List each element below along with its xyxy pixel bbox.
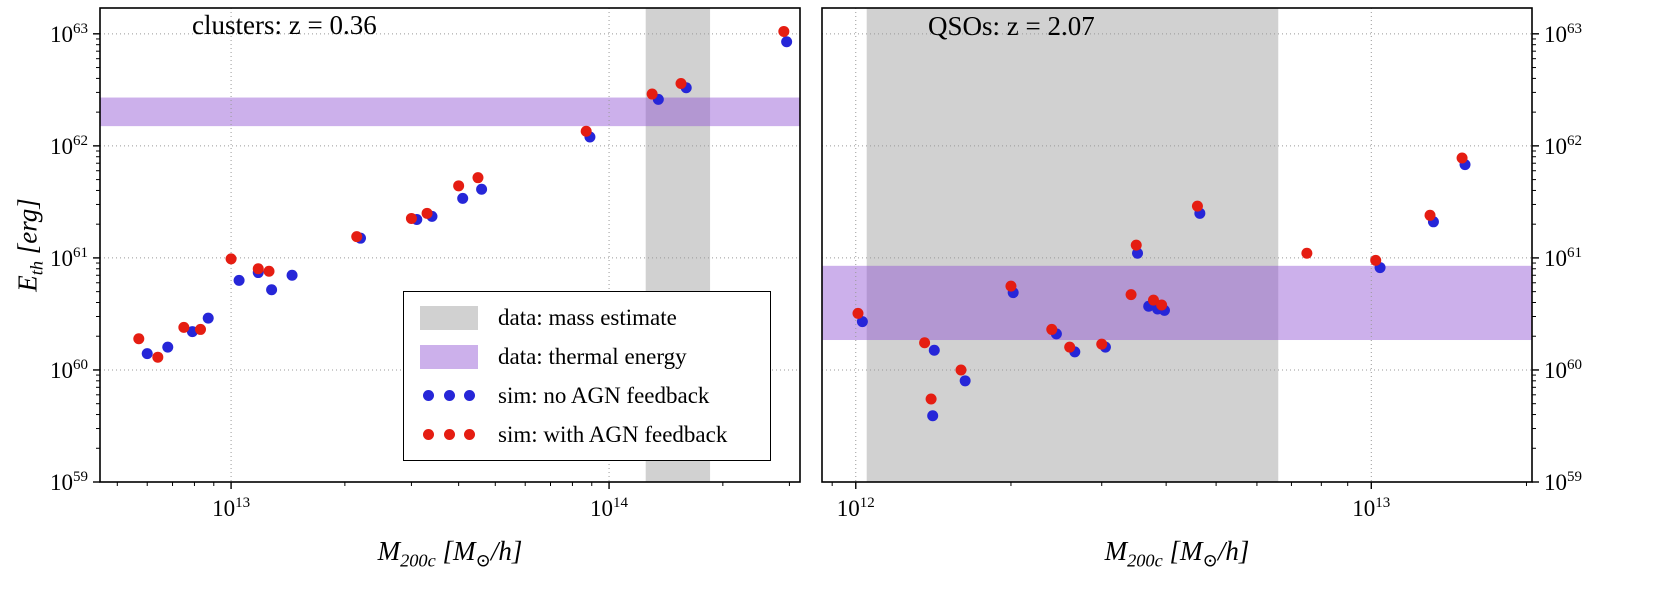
band-mass-estimate	[866, 8, 1279, 482]
scatter-point-blue	[959, 375, 971, 387]
y-tick-label: 1063	[50, 21, 88, 47]
scatter-point-red	[453, 180, 465, 192]
dot-icon	[423, 390, 434, 401]
y-tick-label: 1060	[50, 357, 88, 383]
scatter-point-red	[1064, 341, 1076, 353]
panel-title-clusters: clusters: z = 0.36	[192, 10, 377, 40]
scatter-point-red	[263, 265, 275, 277]
y-axis-label: Eth [erg]	[12, 198, 47, 292]
scatter-point-red	[1456, 152, 1468, 164]
scatter-point-blue	[162, 341, 174, 353]
y-tick-label: 1062	[50, 133, 88, 159]
panel-title-qsos: QSOs: z = 2.07	[928, 11, 1095, 41]
scatter-point-blue	[781, 36, 793, 48]
scatter-point-red	[852, 307, 864, 319]
panel-qsos: 1059 1060 1061 1062 1063 1012 1013	[821, 7, 1582, 521]
scatter-point-red	[1191, 200, 1203, 212]
scatter-point-red	[472, 172, 484, 184]
legend-item-mass-estimate: data: mass estimate	[420, 303, 754, 332]
scatter-point-blue	[927, 410, 939, 422]
scatter-point-red	[178, 321, 190, 333]
scatter-point-red	[778, 25, 790, 37]
y-tick-label: 1059	[50, 469, 88, 495]
scatter-point-red	[1125, 289, 1137, 301]
scatter-point-red	[675, 78, 687, 90]
x-tick-label: 1013	[1352, 495, 1390, 521]
legend-item-no-agn: sim: no AGN feedback	[420, 381, 754, 410]
scatter-point-red	[405, 212, 417, 224]
legend-label-thermal-energy: data: thermal energy	[498, 343, 687, 369]
x-axis-label-qsos: M200c [M⊙/h]	[1104, 536, 1250, 571]
y-tick-label: 1061	[50, 245, 88, 271]
scatter-point-blue	[457, 192, 469, 204]
scatter-point-red	[225, 253, 237, 265]
scatter-point-blue	[233, 274, 245, 286]
scatter-point-red	[646, 88, 658, 100]
scatter-point-red	[919, 337, 931, 349]
scatter-point-red	[152, 351, 164, 363]
y-tick-label: 1063	[1544, 21, 1582, 47]
scatter-point-red	[1005, 280, 1017, 292]
scatter-point-blue	[202, 312, 214, 324]
legend-item-with-agn: sim: with AGN feedback	[420, 420, 754, 449]
band-thermal-energy	[822, 265, 1532, 341]
red-dots-marker-icon	[420, 429, 478, 440]
dot-icon	[464, 390, 475, 401]
scatter-point-red	[580, 125, 592, 137]
scatter-point-blue	[141, 348, 153, 360]
scatter-point-red	[1046, 323, 1058, 335]
scatter-point-red	[1096, 338, 1108, 350]
scatter-point-red	[351, 231, 363, 243]
scatter-point-red	[1147, 294, 1159, 306]
legend: data: mass estimate data: thermal energy…	[403, 291, 771, 461]
scatter-point-red	[421, 207, 433, 219]
y-tick-label: 1060	[1544, 357, 1582, 383]
purple-band-swatch-icon	[420, 344, 478, 369]
legend-label-mass-estimate: data: mass estimate	[498, 304, 677, 330]
scatter-point-red	[194, 323, 206, 335]
scatter-point-blue	[856, 316, 868, 328]
y-tick-label: 1062	[1544, 133, 1582, 159]
scatter-point-blue	[286, 269, 298, 281]
dot-icon	[443, 429, 455, 440]
y-tick-label: 1061	[1544, 245, 1582, 271]
scatter-point-red	[252, 263, 264, 275]
dot-icon	[423, 429, 434, 440]
legend-label-no-agn: sim: no AGN feedback	[498, 382, 710, 408]
dot-icon	[464, 429, 475, 440]
scatter-point-red	[1301, 247, 1313, 259]
scatter-point-red	[955, 364, 967, 376]
scatter-point-blue	[266, 284, 278, 296]
y-tick-label: 1059	[1544, 469, 1582, 495]
scatter-point-blue	[1132, 247, 1144, 259]
scatter-point-blue	[928, 344, 940, 356]
gray-band-swatch-icon	[420, 305, 478, 330]
legend-item-thermal-energy: data: thermal energy	[420, 342, 754, 371]
legend-label-with-agn: sim: with AGN feedback	[498, 421, 728, 447]
scatter-point-red	[1370, 254, 1382, 266]
scatter-point-red	[133, 333, 145, 345]
scatter-point-red	[1424, 209, 1436, 221]
x-tick-label: 1014	[590, 495, 629, 521]
panel-clusters: 1059 1060 1061 1062 1063 1013 1014	[50, 7, 801, 521]
scatter-point-red	[925, 393, 937, 405]
x-tick-label: 1013	[212, 495, 250, 521]
dot-icon	[443, 390, 455, 401]
axes-border	[99, 7, 801, 483]
scatter-point-red	[1156, 299, 1168, 311]
blue-dots-marker-icon	[420, 390, 478, 401]
axes-border	[821, 7, 1533, 483]
x-axis-label-clusters: M200c [M⊙/h]	[377, 536, 523, 571]
scatter-point-red	[1130, 239, 1142, 251]
x-tick-label: 1012	[837, 495, 875, 521]
scatter-point-blue	[476, 183, 488, 195]
band-thermal-energy	[100, 97, 800, 127]
